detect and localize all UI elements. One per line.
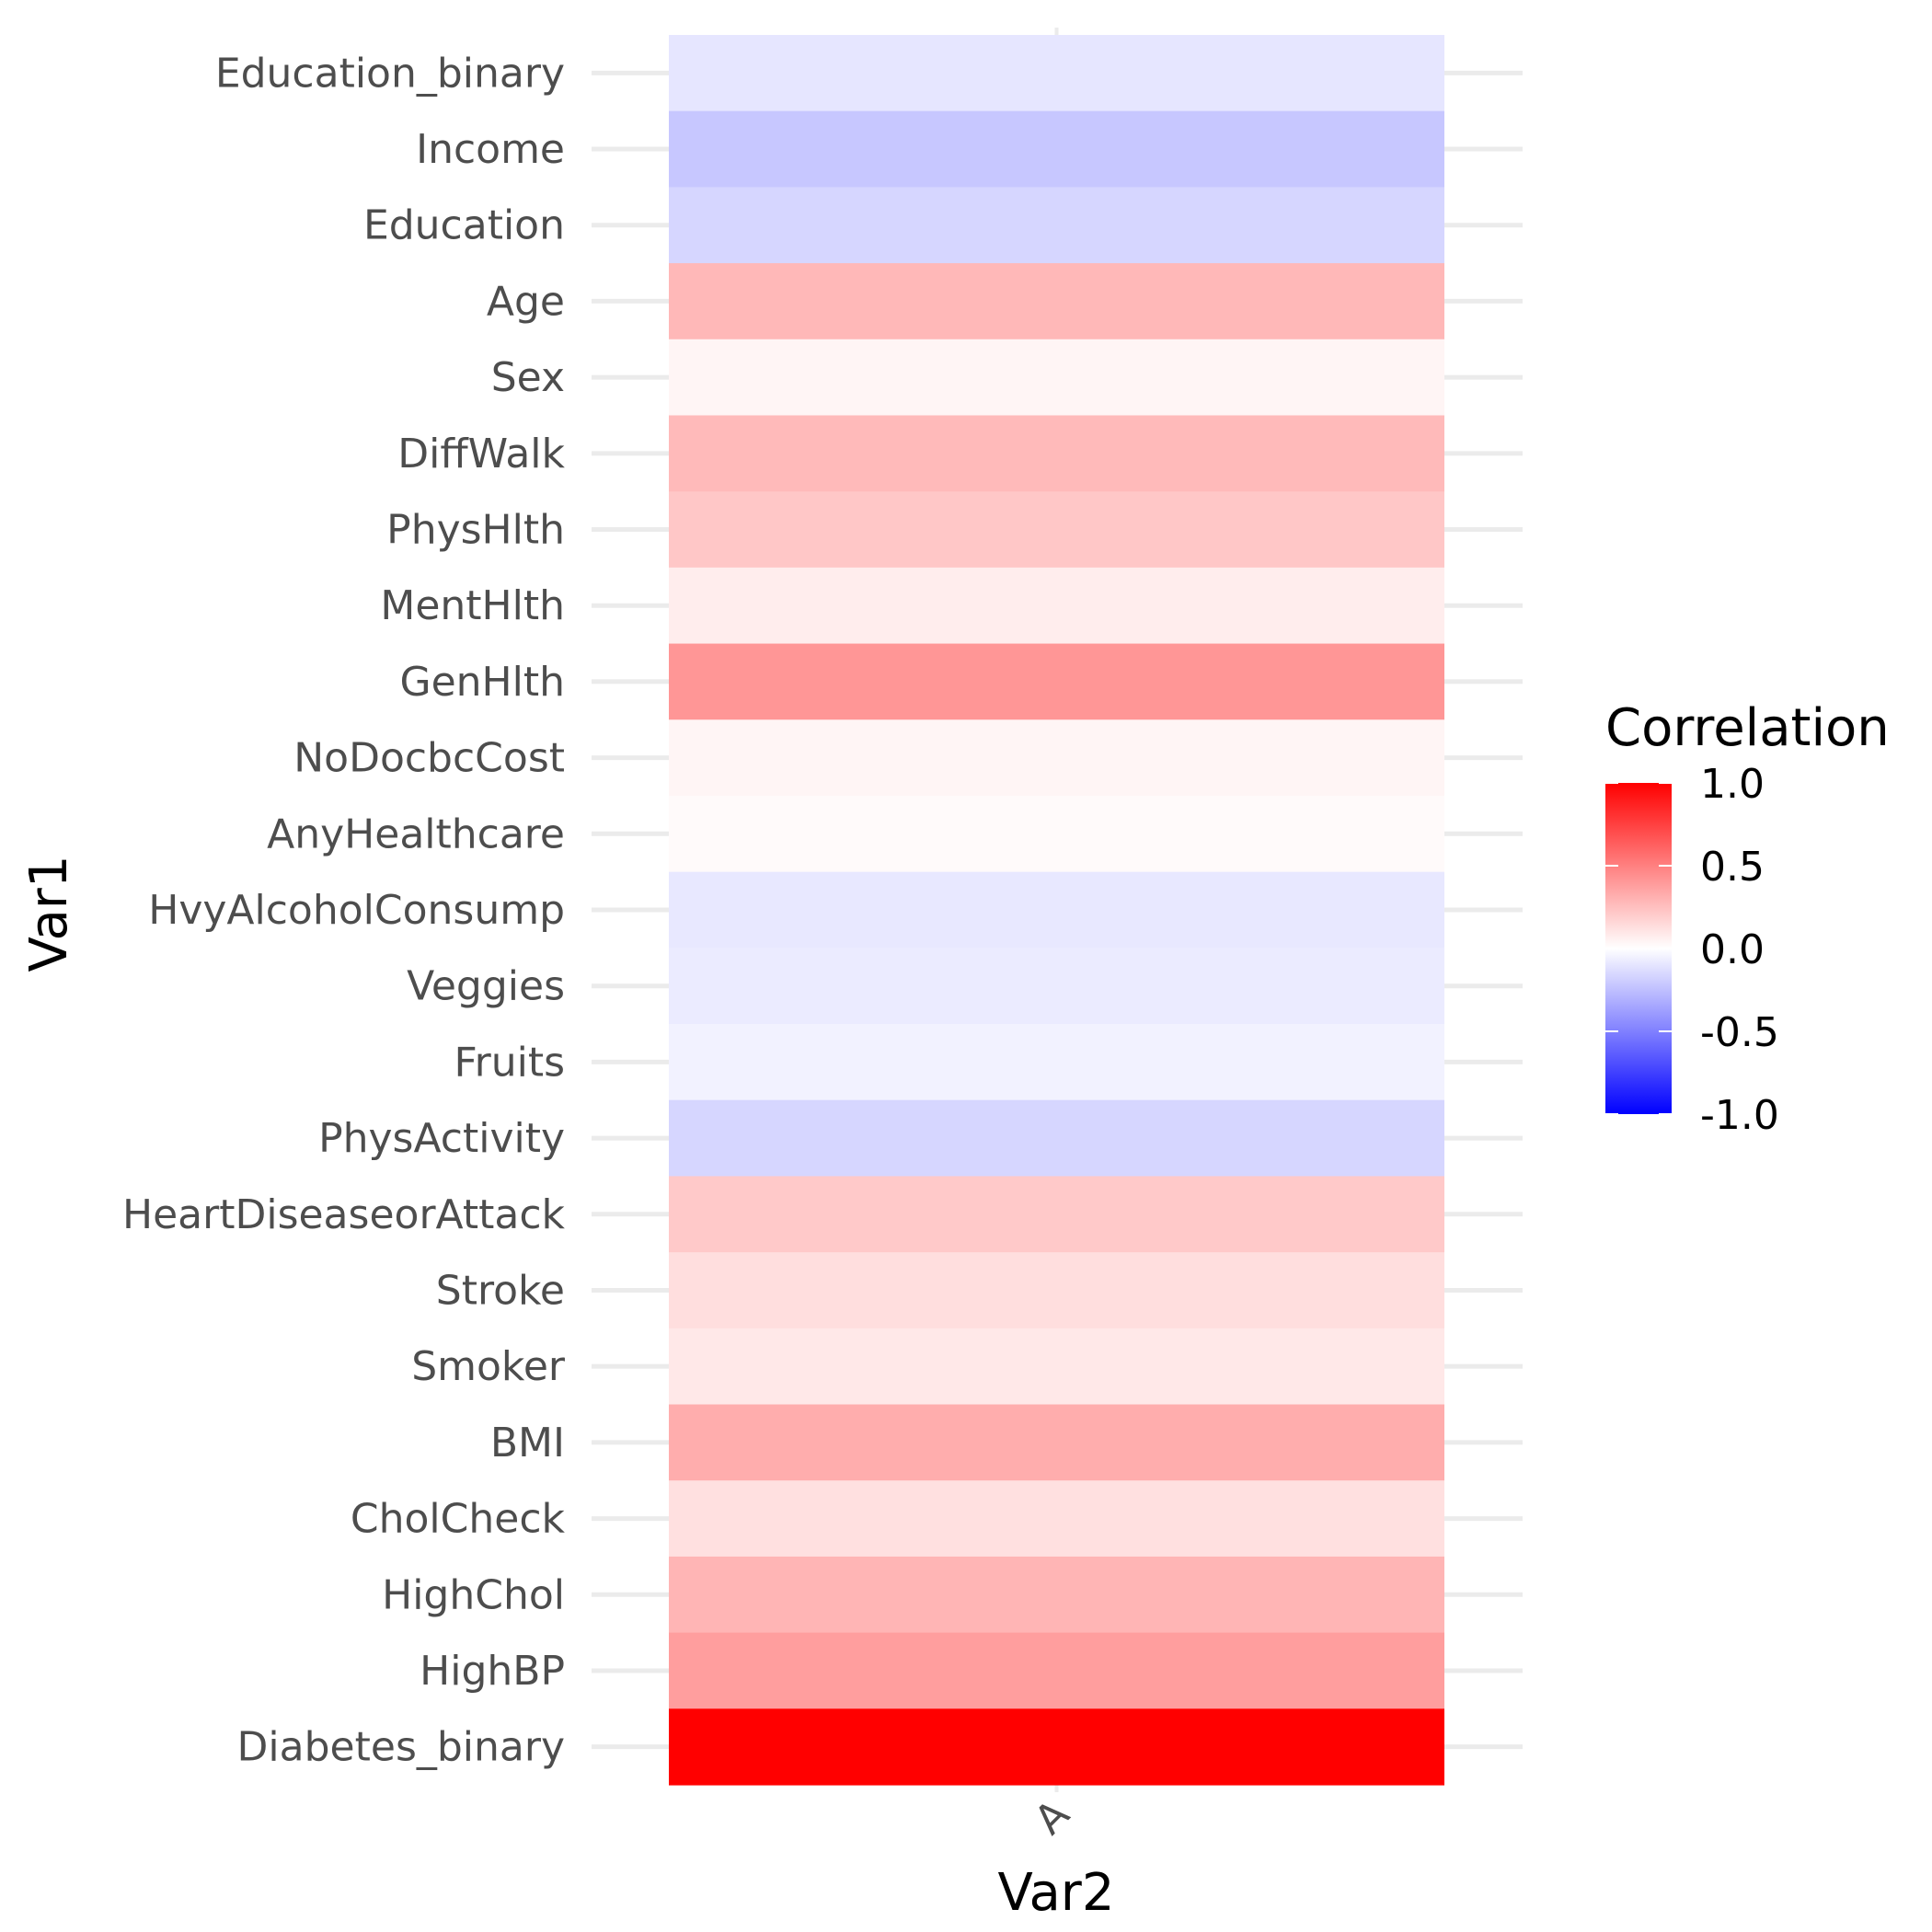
heatmap-tile [669, 263, 1444, 340]
legend: Correlation 1.0 0.5 0.0 -0.5 -1.0 [1605, 698, 1890, 1139]
x-tick-label: A [1026, 1791, 1078, 1844]
y-tick-label: DiffWalk [397, 431, 565, 477]
heatmap-tile [669, 1632, 1444, 1709]
heatmap-tile [669, 1404, 1444, 1481]
y-tick-label: Smoker [411, 1343, 566, 1390]
y-tick-label: GenHlth [399, 659, 565, 706]
heatmap-tile [669, 1099, 1444, 1178]
y-tick-label: Education_binary [215, 50, 565, 97]
heatmap-tile [669, 1252, 1444, 1329]
y-tick-label: Sex [491, 354, 565, 401]
legend-tick-label: -0.5 [1700, 1009, 1779, 1056]
y-tick-label: Veggies [407, 963, 565, 1010]
y-tick-label: Fruits [454, 1039, 565, 1086]
y-tick-label: Stroke [436, 1267, 565, 1314]
heatmap-tile [669, 719, 1444, 797]
y-tick-label: HeartDiseaseorAttack [122, 1191, 566, 1238]
y-axis-title: Var1 [19, 856, 79, 972]
y-tick-label: PhysHlth [386, 507, 565, 554]
heatmap-tile [669, 795, 1444, 873]
legend-ticks: 1.0 0.5 0.0 -0.5 -1.0 [1605, 761, 1779, 1139]
y-tick-label: Education [363, 202, 565, 249]
y-tick-label: Diabetes_binary [237, 1724, 565, 1771]
heatmap-tile [669, 110, 1444, 188]
y-tick-label: HighChol [382, 1571, 565, 1618]
y-tick-label: HvyAlcoholConsump [148, 887, 565, 934]
y-tick-label: AnyHealthcare [267, 811, 565, 857]
heatmap-tile [669, 1024, 1444, 1101]
y-tick-label: PhysActivity [318, 1115, 565, 1162]
legend-title: Correlation [1605, 698, 1890, 758]
heatmap-tile [669, 567, 1444, 645]
y-tick-label: HighBP [420, 1648, 565, 1695]
x-tick-labels: A [1026, 1791, 1078, 1844]
heatmap-tile [669, 1708, 1444, 1786]
heatmap-tile [669, 1176, 1444, 1253]
heatmap-tile [669, 35, 1444, 112]
y-tick-labels: Education_binary Income Education Age Sex Dif… [122, 50, 566, 1770]
y-tick-label: BMI [490, 1420, 565, 1466]
heatmap-tile [669, 415, 1444, 492]
heatmap-tile [669, 491, 1444, 569]
heatmap-tile [669, 1480, 1444, 1558]
y-tick-label: CholCheck [351, 1496, 566, 1543]
x-axis-title: Var2 [998, 1863, 1115, 1923]
legend-tick-label: -1.0 [1700, 1092, 1779, 1139]
y-tick-label: Income [416, 126, 565, 173]
heatmap-tile [669, 1328, 1444, 1406]
legend-tick-label: 0.0 [1700, 926, 1765, 973]
y-tick-label: Age [487, 278, 565, 325]
heatmap-tile [669, 643, 1444, 720]
y-tick-label: NoDocbcCost [293, 735, 565, 782]
heatmap-tile [669, 1556, 1444, 1634]
legend-tick-label: 1.0 [1700, 761, 1765, 808]
heatmap-tile [669, 948, 1444, 1025]
heatmap-tiles [669, 35, 1444, 1786]
heatmap-tile [669, 187, 1444, 264]
heatmap-tile [669, 871, 1444, 949]
heatmap-tile [669, 339, 1444, 417]
y-tick-label: MentHlth [380, 582, 565, 629]
legend-tick-label: 0.5 [1700, 844, 1765, 891]
